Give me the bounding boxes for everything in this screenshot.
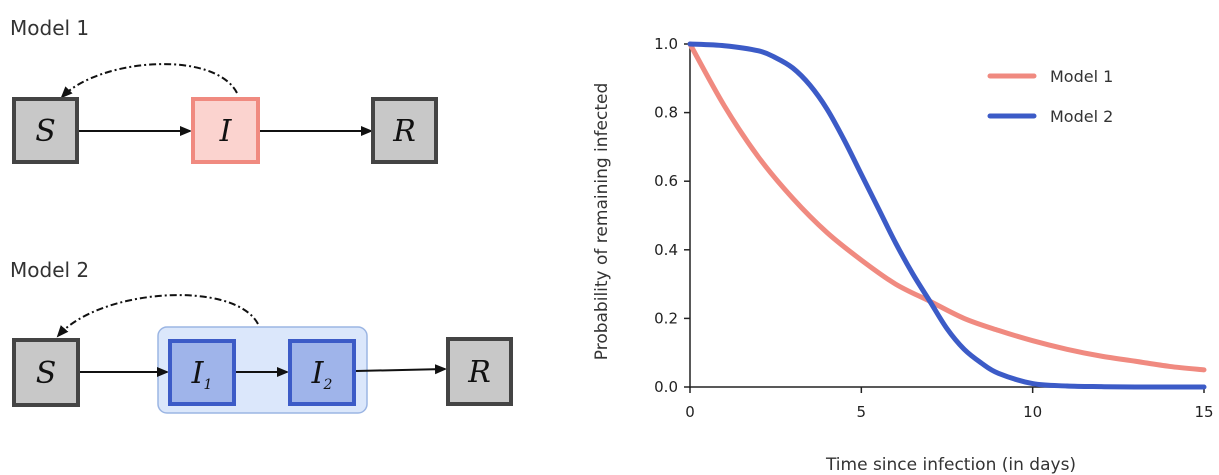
chart-axes: 0.0 0.2 0.4 0.6 0.8 1.0 0 5 10 15 (654, 35, 1213, 421)
svg-text:I2: I2 (311, 356, 333, 393)
model1-node-s: S (12, 97, 79, 164)
y-axis-label: Probability of remaining infected (592, 83, 612, 361)
model2-title: Model 2 (10, 258, 89, 282)
legend-label-model1: Model 1 (1050, 67, 1113, 86)
series-line-model1 (687, 41, 1207, 373)
model2-node-s-label: S (36, 356, 57, 391)
model2-diagram: Model 2 S I1 I2 R (10, 258, 513, 414)
y-tick-label: 0.0 (654, 378, 678, 396)
model1-node-r-label: R (392, 114, 416, 149)
model2-node-s: S (12, 338, 80, 407)
model1-feedback-arrow (60, 63, 238, 99)
legend-label-model2: Model 2 (1050, 107, 1113, 126)
y-tick-label: 0.8 (654, 104, 678, 122)
model1-title: Model 1 (10, 16, 89, 40)
model1-node-s-label: S (35, 114, 56, 149)
x-tick-label: 10 (1023, 403, 1042, 421)
model2-node-r: R (446, 337, 513, 406)
x-tick-label: 5 (857, 403, 867, 421)
model2-node-i2-subscript: 2 (322, 377, 332, 393)
chart-series (687, 41, 1207, 390)
model2-node-i2: I2 (288, 339, 356, 406)
model2-node-i1: I1 (168, 339, 236, 406)
y-tick-label: 0.4 (654, 241, 678, 259)
chart-legend: Model 1 Model 2 (987, 67, 1113, 126)
model2-node-i1-label: I (191, 356, 205, 391)
x-tick-label: 0 (685, 403, 695, 421)
y-tick-label: 1.0 (654, 35, 678, 53)
x-tick-label: 15 (1194, 403, 1213, 421)
model2-node-r-label: R (467, 355, 491, 390)
x-axis-label: Time since infection (in days) (825, 455, 1076, 475)
model2-node-i2-label: I (311, 356, 325, 391)
y-tick-label: 0.6 (654, 172, 678, 190)
model1-diagram: Model 1 S I R (10, 16, 438, 164)
svg-text:I1: I1 (191, 356, 213, 393)
model2-node-i1-subscript: 1 (203, 377, 212, 393)
model1-node-i: I (191, 97, 260, 164)
model1-node-i-label: I (219, 114, 233, 149)
series-line-model2 (687, 41, 1207, 390)
y-tick-label: 0.2 (654, 309, 678, 327)
model1-node-r: R (371, 97, 438, 164)
model2-arrow-i2-r (355, 364, 447, 375)
model2-feedback-arrow (56, 294, 259, 338)
